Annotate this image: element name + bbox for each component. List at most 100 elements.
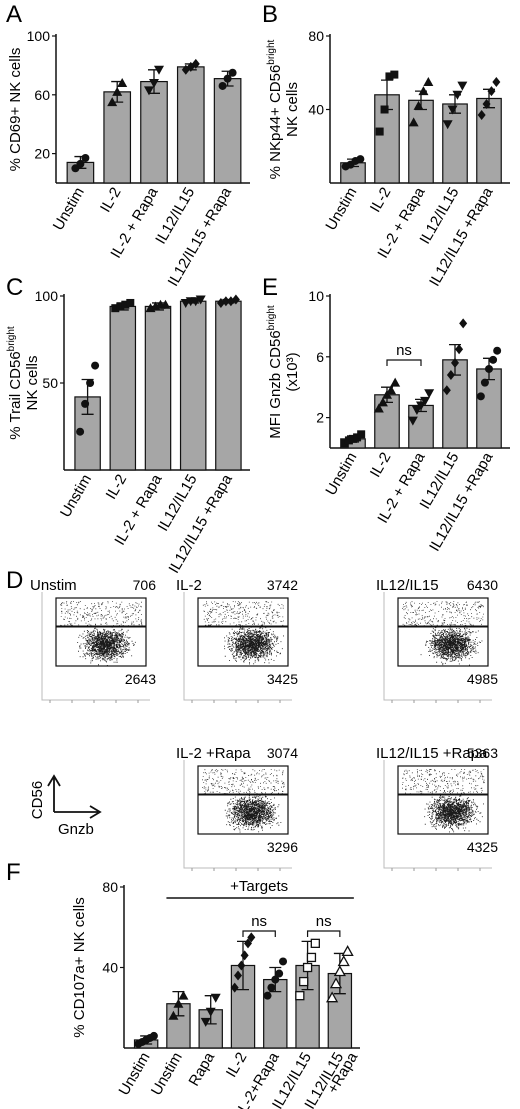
data-point [210,993,221,1003]
x-marker-label: Gnzb [58,821,94,838]
data-point [91,361,100,370]
panel-letter-b: B [262,1,278,28]
upper-gate-mfi: 3742 [267,577,298,593]
significance-label: ns [316,913,332,930]
flow-plot-title: IL-2 [176,577,202,594]
data-point [344,436,353,445]
data-point [420,396,431,406]
data-point [333,965,346,977]
data-point [489,355,498,364]
flow-axes [183,592,292,701]
lower-gate-mfi: 4325 [467,839,498,855]
axis-arrows [47,774,102,819]
category-label: Rapa [186,1049,219,1089]
data-point [487,86,496,97]
bar [109,305,137,471]
data-point [390,377,401,387]
data-point [154,65,164,75]
data-point [485,364,493,373]
y-axis-label-line2: (x10³) [284,352,301,391]
flow-plot-title: IL-2 +Rapa [176,745,251,762]
data-point [382,389,392,399]
data-point [340,439,349,448]
y-tick-label: 2 [316,410,324,426]
data-point [390,70,399,79]
flow-plot: Unstim 706 2643 [30,577,156,703]
panel-letter-a: A [6,1,22,28]
data-point [455,344,464,355]
event-dots [202,601,284,665]
data-point [357,430,366,439]
data-point [149,1031,158,1040]
data-point [407,416,418,426]
data-point [493,346,502,355]
data-point [81,154,90,163]
data-point [442,385,451,396]
category-label: IL-2 [367,185,395,216]
data-point [237,960,246,971]
data-point [126,298,135,307]
event-dots [402,601,484,666]
data-point [195,295,206,305]
significance-label: ns [251,913,267,930]
data-point [446,370,455,381]
y-tick-label: 100 [35,288,59,304]
bar [176,66,205,184]
y-tick-label: 80 [102,879,118,895]
data-point [243,938,252,949]
data-point [191,58,200,69]
data-point [111,304,120,313]
data-point [457,81,468,91]
data-point [424,389,435,399]
y-axis-label-line2: NK cells [24,355,41,410]
data-point [267,983,276,992]
data-point [306,952,317,963]
gate-box [197,597,289,667]
data-point [385,72,394,81]
y-tick-label: 100 [27,28,51,44]
bar [442,103,468,184]
data-point [302,962,313,973]
data-point [452,90,463,100]
data-point [480,378,489,387]
data-point [234,970,243,981]
y-axis-label: % CD69+ NK cells [7,48,24,172]
event-dots [60,601,143,666]
gate-box [397,765,489,835]
y-marker-label: CD56 [29,781,46,819]
axis-legend: CD56 Gnzb [29,774,102,838]
data-point [380,105,389,114]
gate-box [55,597,147,667]
data-point [375,127,384,136]
data-point [86,379,95,387]
y-tick-label: 6 [316,349,324,365]
bar [408,404,434,449]
data-point [442,120,453,130]
data-point [341,945,354,957]
flow-axes [183,760,292,869]
significance-label: ns [396,342,412,359]
data-point [310,938,320,948]
panel-letter-c: C [6,274,23,301]
data-point [263,991,272,1000]
y-axis-label: MFI Gnzb CD56bright [266,305,284,439]
group-label: +Targets [230,878,288,895]
data-point [459,318,468,329]
category-label: IL-2 [223,1050,251,1081]
lower-gate-mfi: 3296 [267,839,298,855]
category-label: Unstim [322,450,360,499]
data-point [377,397,388,407]
significance-bracket [306,930,341,937]
data-point [230,982,239,993]
y-tick-label: 50 [42,375,58,391]
data-point [173,998,184,1008]
data-point [228,68,237,77]
data-point [299,976,309,987]
data-point [326,991,339,1003]
data-point [275,969,284,978]
